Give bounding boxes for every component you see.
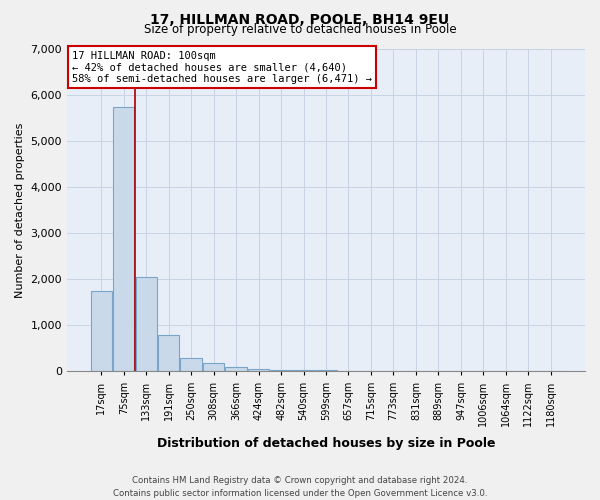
Text: 17 HILLMAN ROAD: 100sqm
← 42% of detached houses are smaller (4,640)
58% of semi: 17 HILLMAN ROAD: 100sqm ← 42% of detache… [72,50,372,84]
Bar [248,368,269,372]
Bar [271,370,292,372]
Text: Size of property relative to detached houses in Poole: Size of property relative to detached ho… [143,22,457,36]
Bar [181,358,202,372]
Bar [203,364,224,372]
Bar [136,277,157,372]
Bar [113,106,134,372]
Y-axis label: Number of detached properties: Number of detached properties [15,122,25,298]
Bar [316,370,337,372]
Text: 17, HILLMAN ROAD, POOLE, BH14 9EU: 17, HILLMAN ROAD, POOLE, BH14 9EU [151,12,449,26]
Bar [91,291,112,372]
X-axis label: Distribution of detached houses by size in Poole: Distribution of detached houses by size … [157,437,495,450]
Bar [158,334,179,372]
Bar [293,370,314,372]
Bar [338,370,359,372]
Text: Contains HM Land Registry data © Crown copyright and database right 2024.
Contai: Contains HM Land Registry data © Crown c… [113,476,487,498]
Bar [226,367,247,372]
